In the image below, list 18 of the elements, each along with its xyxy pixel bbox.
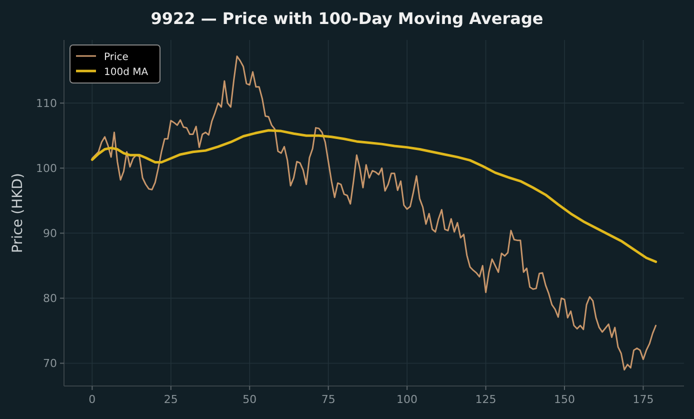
y-tick-label: 80 — [43, 292, 57, 306]
x-tick-label: 100 — [396, 393, 418, 406]
x-tick-label: 0 — [88, 393, 96, 406]
legend-label: Price — [104, 52, 128, 63]
y-tick-label: 100 — [36, 162, 57, 176]
x-tick-label: 50 — [242, 393, 257, 406]
y-tick-label: 70 — [43, 357, 57, 370]
x-tick-label: 125 — [475, 393, 496, 406]
x-tick-label: 150 — [554, 393, 576, 406]
y-tick-label: 90 — [43, 227, 57, 240]
x-tick-label: 75 — [321, 393, 336, 406]
legend-label: 100d MA — [104, 67, 148, 78]
y-tick-label: 110 — [36, 97, 57, 110]
line-series — [90, 129, 658, 264]
x-tick-label: 25 — [164, 393, 178, 406]
x-tick-label: 175 — [632, 393, 654, 406]
chart-title: 9922 — Price with 100-Day Moving Average — [150, 9, 544, 28]
y-axis-title: Price (HKD) — [10, 172, 26, 254]
